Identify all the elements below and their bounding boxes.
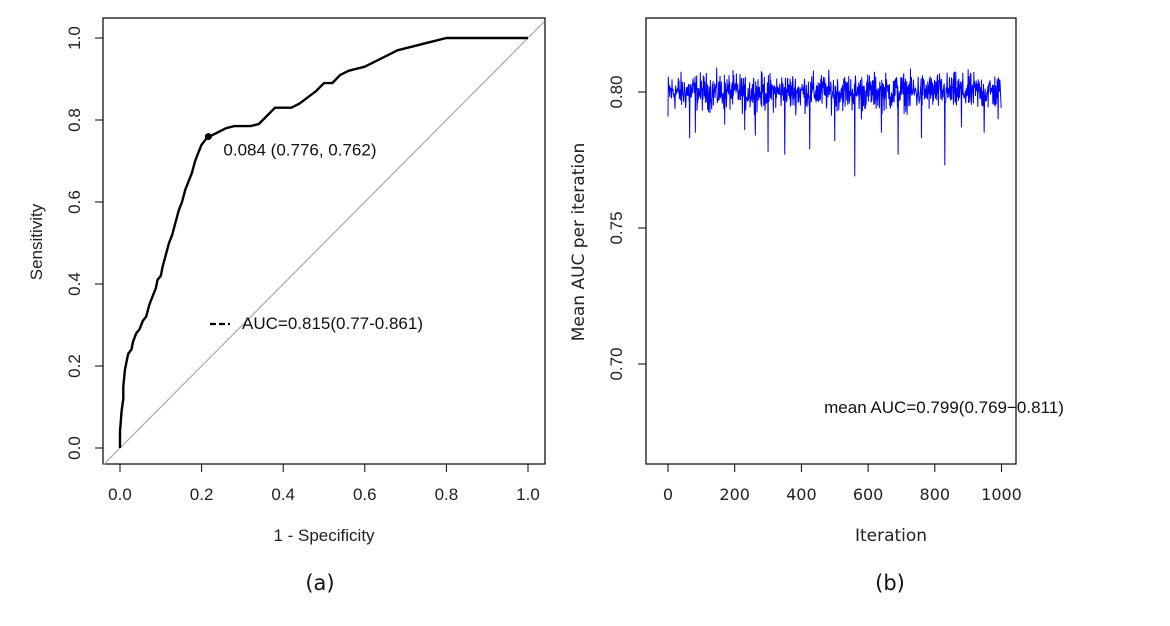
roc-curve — [118, 36, 528, 448]
auc-y-axis-label: Mean AUC per iteration — [569, 143, 589, 342]
roc-optimal-point — [204, 133, 212, 141]
roc-y-tick-label: 0.0 — [65, 436, 84, 460]
roc-panel: 0.084 (0.776, 0.762) AUC=0.815(0.77-0.86… — [27, 17, 546, 595]
roc-reference-line — [103, 21, 545, 465]
auc-x-axis: 0 200 400 600 800 1000 — [663, 463, 1022, 504]
roc-x-tick-label: 0.0 — [108, 485, 132, 504]
auc-y-tick-label: 0.70 — [607, 347, 626, 380]
auc-x-tick-label: 800 — [920, 485, 951, 504]
roc-x-axis: 0.0 0.2 0.4 0.6 0.8 1.0 — [108, 463, 540, 504]
auc-x-tick-label: 1000 — [981, 485, 1022, 504]
roc-optimal-label: 0.084 (0.776, 0.762) — [223, 141, 376, 160]
roc-x-axis-label: 1 - Specificity — [273, 526, 375, 545]
auc-mean-annotation: mean AUC=0.799(0.769−0.811) — [824, 398, 1064, 417]
roc-legend-text: AUC=0.815(0.77-0.861) — [242, 314, 423, 333]
roc-y-tick-label: 1.0 — [65, 26, 84, 50]
roc-y-axis-label: Sensitivity — [27, 203, 46, 280]
roc-y-tick-label: 0.8 — [65, 108, 84, 132]
panel-a-label: (a) — [305, 571, 334, 595]
auc-series-line — [667, 67, 1002, 177]
roc-y-tick-label: 0.4 — [65, 272, 84, 296]
auc-x-tick-label: 0 — [663, 485, 673, 504]
roc-y-axis: 0.0 0.2 0.4 0.6 0.8 1.0 — [65, 26, 104, 460]
auc-x-tick-label: 400 — [786, 485, 817, 504]
panel-b-label: (b) — [875, 571, 905, 595]
auc-x-tick-label: 200 — [719, 485, 750, 504]
roc-x-tick-label: 0.4 — [271, 485, 295, 504]
auc-x-tick-label: 600 — [853, 485, 884, 504]
roc-y-tick-label: 0.6 — [65, 190, 84, 214]
auc-y-tick-label: 0.80 — [607, 75, 626, 108]
auc-x-axis-label: Iteration — [855, 526, 927, 546]
roc-x-tick-label: 0.2 — [190, 485, 214, 504]
roc-x-tick-label: 0.6 — [353, 485, 377, 504]
auc-y-tick-label: 0.75 — [607, 211, 626, 244]
roc-x-tick-label: 0.8 — [435, 485, 459, 504]
roc-y-tick-label: 0.2 — [65, 354, 84, 378]
auc-iteration-panel: mean AUC=0.799(0.769−0.811) 0 200 400 600 80… — [569, 17, 1064, 595]
roc-x-tick-label: 1.0 — [516, 485, 540, 504]
auc-y-axis: 0.70 0.75 0.80 — [607, 75, 647, 381]
